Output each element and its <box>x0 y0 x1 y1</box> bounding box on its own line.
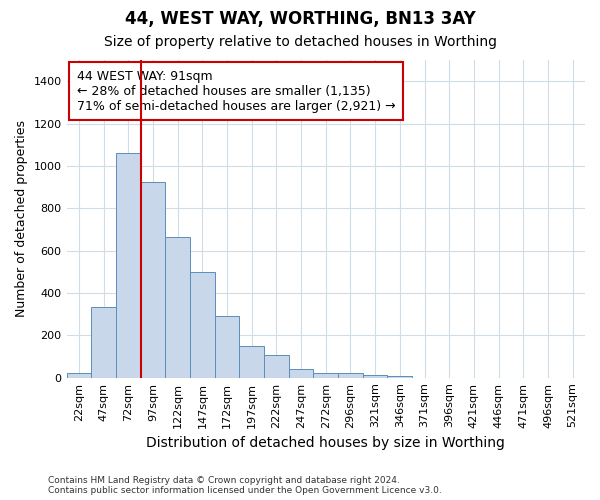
Bar <box>165 237 190 378</box>
Y-axis label: Number of detached properties: Number of detached properties <box>15 120 28 318</box>
Bar <box>67 374 91 378</box>
Text: 44 WEST WAY: 91sqm
← 28% of detached houses are smaller (1,135)
71% of semi-deta: 44 WEST WAY: 91sqm ← 28% of detached hou… <box>77 70 395 112</box>
Bar <box>313 373 338 378</box>
Bar <box>264 356 289 378</box>
Text: 44, WEST WAY, WORTHING, BN13 3AY: 44, WEST WAY, WORTHING, BN13 3AY <box>125 10 475 28</box>
Bar <box>190 272 215 378</box>
Bar <box>239 346 264 378</box>
Bar <box>363 374 388 378</box>
Bar <box>289 369 313 378</box>
Text: Size of property relative to detached houses in Worthing: Size of property relative to detached ho… <box>104 35 497 49</box>
Bar <box>215 316 239 378</box>
Bar <box>91 306 116 378</box>
Bar <box>338 374 363 378</box>
Bar <box>116 153 140 378</box>
Bar <box>140 182 165 378</box>
X-axis label: Distribution of detached houses by size in Worthing: Distribution of detached houses by size … <box>146 436 505 450</box>
Bar <box>388 376 412 378</box>
Text: Contains HM Land Registry data © Crown copyright and database right 2024.
Contai: Contains HM Land Registry data © Crown c… <box>48 476 442 495</box>
